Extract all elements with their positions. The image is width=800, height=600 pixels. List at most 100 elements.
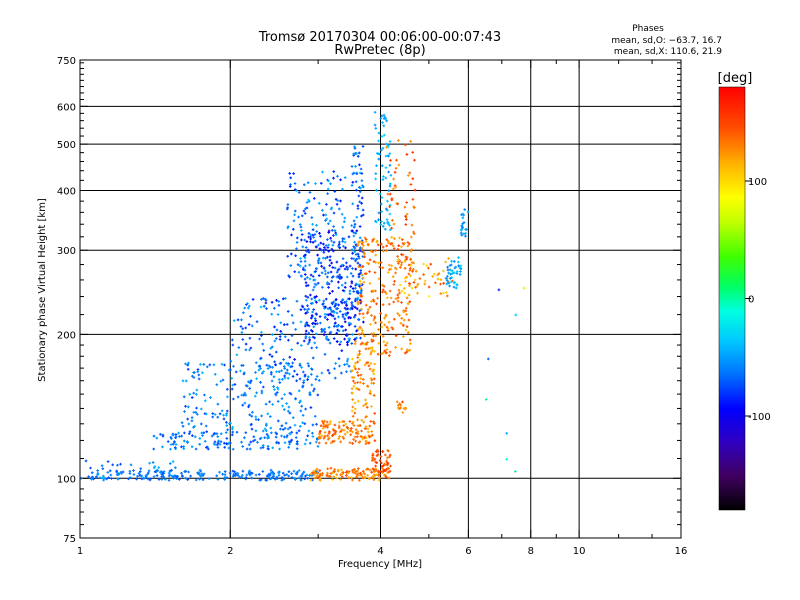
data-point: [358, 190, 362, 193]
data-point: [321, 427, 325, 430]
data-point: [139, 467, 142, 470]
data-point: [268, 353, 272, 356]
data-point: [373, 362, 376, 366]
data-point: [323, 435, 326, 438]
data-point: [351, 202, 354, 206]
data-point: [207, 447, 210, 451]
data-point: [398, 283, 402, 287]
data-point: [304, 324, 307, 328]
data-point: [239, 325, 243, 328]
data-point: [348, 289, 352, 293]
data-point: [337, 437, 341, 440]
data-point: [115, 469, 118, 473]
data-point: [316, 474, 319, 477]
data-point: [251, 439, 255, 443]
data-point: [450, 259, 453, 263]
data-point: [379, 223, 383, 226]
data-point: [349, 433, 352, 436]
data-point: [312, 285, 316, 289]
data-point: [313, 317, 317, 320]
data-point: [405, 350, 408, 354]
data-point: [371, 349, 374, 352]
data-point: [262, 370, 265, 373]
data-point: [452, 281, 456, 285]
data-point: [280, 397, 284, 400]
data-point: [327, 179, 330, 183]
data-point: [326, 187, 330, 191]
x-tick-label: 10: [573, 546, 586, 557]
data-point: [374, 469, 377, 473]
data-point: [201, 434, 204, 437]
data-point: [262, 349, 265, 352]
data-point: [295, 241, 299, 244]
data-point: [380, 148, 383, 152]
data-point: [195, 388, 199, 392]
data-point: [349, 429, 352, 432]
data-point: [303, 277, 307, 281]
data-point: [394, 346, 397, 349]
data-point: [354, 299, 357, 303]
data-point: [327, 243, 330, 247]
data-point: [182, 445, 185, 448]
data-point: [301, 305, 305, 309]
data-point: [423, 282, 427, 286]
data-point: [308, 336, 311, 339]
data-point: [383, 316, 386, 320]
data-point: [377, 261, 380, 265]
data-point: [302, 471, 306, 474]
data-point: [332, 225, 335, 228]
data-point: [360, 473, 363, 477]
data-point: [271, 446, 274, 450]
data-point: [226, 428, 229, 432]
data-point: [400, 317, 403, 320]
data-point: [352, 245, 356, 248]
data-point: [345, 333, 349, 336]
data-point: [251, 411, 254, 414]
data-point: [307, 364, 310, 368]
data-point: [167, 479, 171, 482]
data-point: [305, 473, 309, 477]
data-point: [344, 312, 347, 316]
data-point: [297, 389, 301, 393]
data-point: [259, 446, 263, 450]
x-tick-label: 1: [77, 546, 83, 557]
data-point: [380, 321, 383, 325]
data-point: [260, 334, 263, 337]
data-point: [374, 172, 378, 175]
data-point: [358, 279, 362, 283]
data-point: [265, 478, 268, 482]
data-point: [276, 400, 280, 403]
data-point: [157, 466, 160, 469]
data-point: [415, 284, 419, 288]
data-point: [313, 476, 317, 480]
data-point: [337, 329, 341, 333]
data-point: [352, 315, 356, 319]
data-point: [329, 270, 333, 274]
data-point: [353, 223, 357, 226]
data-point: [352, 290, 355, 293]
data-point: [343, 301, 346, 304]
data-point: [405, 201, 408, 204]
data-point: [359, 377, 362, 380]
data-point: [379, 470, 383, 473]
data-point: [225, 424, 229, 427]
data-point: [409, 342, 412, 345]
data-point: [356, 381, 359, 384]
data-point: [353, 147, 357, 150]
data-point: [354, 439, 357, 443]
data-point: [385, 459, 388, 463]
data-point: [353, 225, 356, 229]
data-point: [379, 261, 383, 264]
data-point: [370, 381, 373, 385]
data-point: [202, 472, 206, 476]
data-point: [174, 435, 178, 439]
data-point: [351, 398, 354, 401]
data-point: [314, 267, 318, 270]
data-point: [404, 215, 407, 218]
data-point: [388, 192, 392, 196]
data-point: [386, 327, 390, 330]
grid-lines: [80, 60, 681, 538]
data-point: [288, 411, 292, 415]
data-point: [236, 318, 240, 322]
data-point: [357, 257, 361, 260]
